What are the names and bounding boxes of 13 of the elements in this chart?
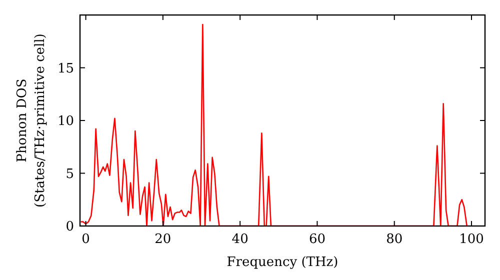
x-tick-label: 20 [154, 232, 172, 247]
y-axis-title: Phonon DOS (States/THz·primitive cell) [15, 33, 48, 208]
x-tick-label: 0 [82, 232, 90, 247]
x-tick-label: 60 [308, 232, 326, 247]
x-axis-title: Frequency (THz) [226, 255, 338, 270]
x-tick-label: 40 [232, 232, 248, 247]
x-tick-label: 100 [459, 232, 484, 247]
y-tick-label: 10 [57, 114, 74, 130]
line-series [80, 24, 468, 226]
x-tick-label: 80 [386, 232, 403, 247]
y-tick-label: 0 [66, 220, 74, 235]
y-tick-label: 5 [66, 166, 74, 182]
y-tick-label: 15 [57, 61, 74, 76]
